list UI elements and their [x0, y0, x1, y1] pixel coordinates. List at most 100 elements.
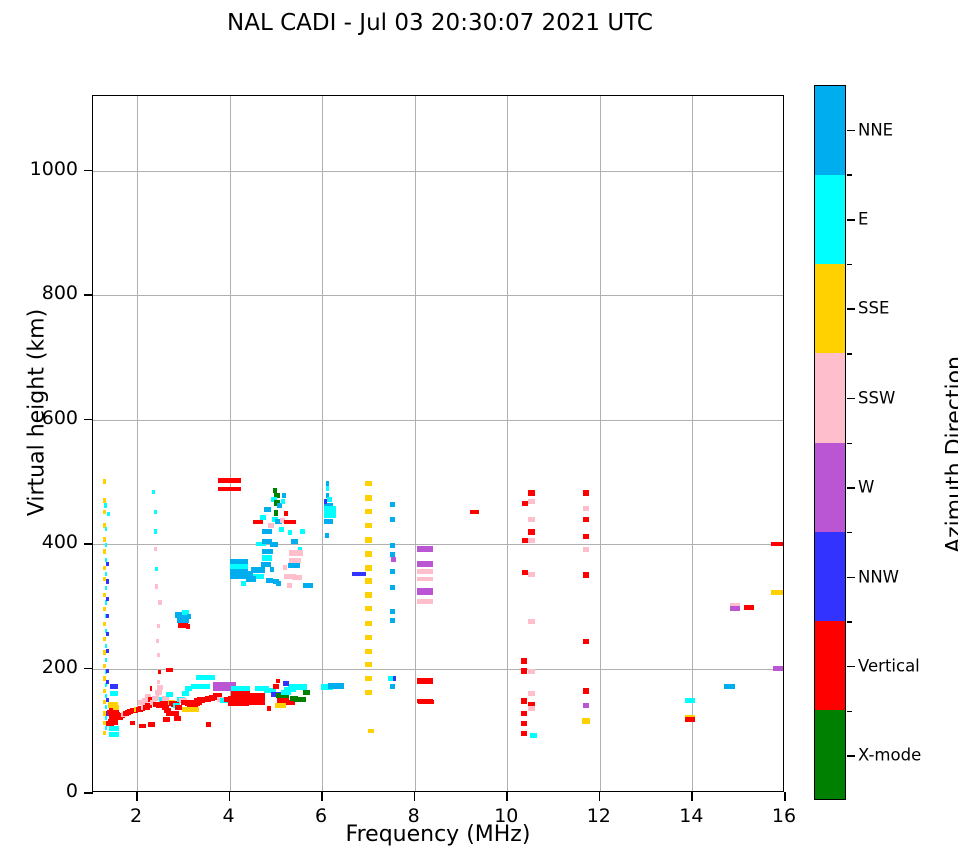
data-point	[729, 606, 741, 612]
data-point	[213, 693, 222, 699]
data-point	[365, 689, 372, 695]
data-point	[103, 592, 106, 598]
colorbar-tick-label-x-mode: X-mode	[858, 745, 922, 765]
x-tick-mark	[784, 792, 786, 801]
data-point	[106, 668, 109, 674]
colorbar-tick-mark	[847, 129, 855, 132]
data-point	[288, 562, 301, 568]
data-point	[365, 621, 372, 627]
data-point	[260, 561, 271, 567]
colorbar-segment-x-mode	[815, 709, 845, 799]
data-point	[270, 692, 281, 698]
data-point	[320, 684, 333, 690]
data-point	[229, 558, 248, 565]
data-point	[685, 698, 696, 704]
data-point	[275, 678, 281, 684]
colorbar-segment-e	[815, 175, 845, 266]
gridline-vertical	[322, 96, 324, 791]
data-point	[104, 503, 107, 508]
data-point	[104, 571, 108, 577]
colorbar	[814, 85, 846, 800]
colorbar-tick-mark	[847, 487, 855, 489]
data-point	[145, 703, 152, 709]
data-point	[103, 621, 106, 626]
data-point	[181, 610, 190, 615]
x-tick-mark	[136, 792, 138, 801]
data-point	[389, 542, 396, 548]
data-point	[328, 683, 344, 689]
data-point	[218, 478, 242, 483]
data-point	[218, 487, 242, 492]
data-point	[773, 666, 783, 671]
data-point	[181, 690, 190, 696]
data-point	[106, 561, 109, 567]
y-tick-label: 1000	[29, 157, 78, 180]
data-point	[261, 538, 272, 545]
y-axis-label: Virtual height (km)	[24, 308, 50, 517]
data-point	[213, 681, 237, 688]
data-point	[108, 731, 119, 738]
data-point	[277, 502, 282, 509]
data-point	[582, 533, 590, 540]
data-point	[158, 600, 162, 605]
data-point	[103, 663, 106, 669]
data-point	[520, 720, 528, 727]
colorbar-segment-w	[815, 442, 845, 533]
y-tick-mark	[84, 169, 93, 172]
data-point	[251, 567, 266, 573]
data-point	[174, 715, 182, 721]
plot-area	[92, 95, 784, 792]
data-point	[253, 519, 264, 524]
y-tick-label: 0	[65, 780, 78, 802]
data-point	[300, 529, 305, 535]
data-point	[324, 505, 337, 513]
data-point	[365, 606, 372, 612]
data-point	[283, 573, 296, 580]
data-point	[106, 596, 109, 602]
data-point	[159, 700, 168, 706]
data-point	[297, 546, 303, 552]
data-point	[109, 690, 118, 696]
colorbar-tick-mark	[847, 397, 855, 400]
data-point	[205, 674, 215, 680]
data-point	[283, 519, 296, 524]
data-point	[104, 704, 108, 710]
data-point	[103, 549, 106, 554]
data-point	[365, 662, 372, 668]
data-point	[106, 680, 109, 685]
data-point	[104, 527, 108, 532]
data-point	[185, 623, 191, 629]
data-point	[365, 509, 372, 515]
data-point	[278, 526, 285, 532]
data-point	[274, 492, 280, 499]
gridline-vertical	[414, 96, 416, 791]
data-point	[261, 528, 272, 535]
data-point	[528, 516, 535, 522]
data-point	[158, 697, 167, 703]
data-point	[106, 648, 109, 654]
data-point	[104, 657, 108, 662]
data-point	[324, 502, 334, 509]
x-tick-label: 6	[315, 805, 328, 827]
colorbar-segment-nne	[815, 86, 845, 177]
y-tick-mark	[84, 418, 93, 421]
data-point	[104, 670, 108, 675]
data-point	[155, 584, 158, 589]
data-point	[299, 697, 307, 703]
x-tick-label: 16	[771, 805, 797, 827]
data-point	[390, 683, 395, 689]
data-point	[104, 644, 108, 649]
data-point	[103, 479, 106, 485]
x-tick-label: 12	[586, 805, 611, 827]
data-point	[272, 488, 278, 494]
data-point	[230, 695, 251, 702]
data-point	[157, 684, 163, 690]
data-point	[582, 572, 590, 578]
data-point	[365, 564, 372, 571]
data-point	[276, 581, 281, 587]
data-point	[282, 681, 290, 686]
gridline-vertical	[507, 96, 509, 791]
data-point	[156, 639, 159, 644]
x-tick-mark	[506, 792, 508, 801]
data-point	[270, 566, 274, 572]
